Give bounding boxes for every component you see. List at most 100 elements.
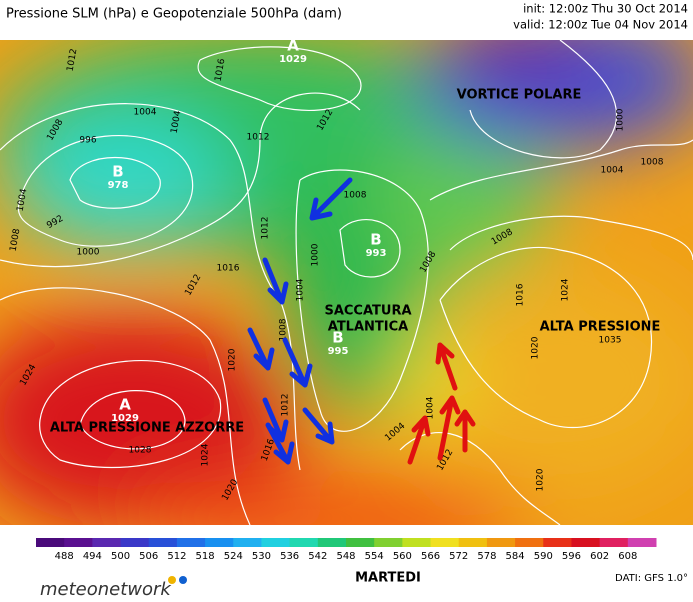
isobar-label: 1008 — [344, 191, 367, 201]
isobar-label: 1000 — [311, 243, 321, 266]
colorbar-tick-label: 512 — [167, 551, 186, 562]
colorbar-swatch — [205, 538, 234, 547]
colorbar-tick-label: 542 — [308, 551, 327, 562]
isobar-label: 1004 — [16, 188, 30, 213]
red-arrows — [407, 342, 476, 465]
logo-dot — [168, 576, 176, 584]
isobar — [79, 390, 186, 450]
logo-dot — [179, 576, 187, 584]
isobar-label: 1008 — [9, 228, 23, 253]
colorbar-tick-label: 548 — [336, 551, 355, 562]
colorbar-swatch — [176, 538, 206, 547]
center-letter: B — [112, 163, 123, 181]
region-label: ALTA PRESSIONE — [540, 320, 661, 335]
isobar — [449, 215, 693, 261]
isobar-label: 1004 — [134, 108, 157, 118]
isobar-label: 1004 — [170, 110, 184, 135]
colorbar-swatch — [430, 538, 460, 547]
colorbar-swatch — [599, 538, 629, 547]
isobar — [295, 169, 429, 432]
colorbar-swatch — [120, 538, 150, 547]
isobar — [69, 156, 161, 209]
isobar-label: 1012 — [247, 133, 270, 143]
isobar — [0, 103, 301, 471]
colorbar-tick-label: 518 — [196, 551, 215, 562]
isobar-label: 1012 — [261, 217, 271, 240]
colorbar-tick-label: 506 — [139, 551, 158, 562]
colorbar-tick-label: 494 — [83, 551, 102, 562]
center-letter: B — [332, 329, 343, 347]
isobar-label: 1028 — [129, 446, 152, 456]
init-time: init: 12:00z Thu 30 Oct 2014 — [523, 2, 688, 16]
colorbar-tick-label: 584 — [506, 551, 525, 562]
isobar-label: 1020 — [531, 336, 541, 359]
colorbar-swatch — [515, 538, 544, 547]
colorbar-swatch — [148, 538, 178, 547]
isobar — [439, 246, 652, 429]
isobar-label: 1016 — [217, 264, 240, 274]
colorbar-tick-label: 500 — [111, 551, 130, 562]
isobar-label: 1008 — [641, 158, 664, 168]
isobar — [17, 135, 194, 247]
colorbar-tick-label: 572 — [449, 551, 468, 562]
isobar-label: 1024 — [561, 278, 571, 301]
isobar-label: 1020 — [228, 348, 238, 371]
colorbar-swatch — [458, 538, 488, 547]
colorbar-swatch — [402, 538, 432, 547]
center-value: 978 — [108, 180, 129, 191]
colorbar-swatch — [233, 538, 262, 547]
isobar-label: 996 — [79, 136, 96, 146]
colorbar: 488 494 500 506 512 518 524 530 536 542 548 554 560 5… — [36, 538, 657, 562]
isobar-label: 1012 — [66, 48, 80, 72]
colorbar-swatch — [64, 538, 93, 547]
title: Pressione SLM (hPa) e Geopotenziale 500h… — [6, 7, 342, 22]
colorbar-tick-label: 596 — [562, 551, 581, 562]
isobar-label: 1024 — [201, 443, 211, 466]
center-letter: A — [119, 396, 131, 414]
colorbar-tick-label: 566 — [421, 551, 440, 562]
colorbar-tick-label: 524 — [224, 551, 243, 562]
colorbar-tick-label: 560 — [393, 551, 412, 562]
isobar-label: 1020 — [536, 468, 546, 491]
colorbar-swatch — [486, 538, 516, 547]
colorbar-swatch — [346, 538, 375, 547]
center-value: 995 — [328, 346, 349, 357]
isobar-label: 1016 — [516, 283, 526, 306]
colorbar-tick-label: 554 — [365, 551, 384, 562]
colorbar-swatch — [261, 538, 291, 547]
colorbar-tick-label: 608 — [618, 551, 637, 562]
map: 1012 1016 1008 996 1004 1004 1012 1012 1008 1004 9… — [0, 37, 693, 525]
isobar-label: 1000 — [77, 248, 100, 258]
isobar — [469, 40, 618, 159]
colorbar-tick-label: 590 — [534, 551, 553, 562]
blue-arrows — [247, 177, 353, 465]
isobar-label: 1000 — [616, 108, 626, 131]
valid-time: valid: 12:00z Tue 04 Nov 2014 — [513, 18, 688, 32]
isobar — [429, 139, 693, 201]
colorbar-swatch — [289, 538, 319, 547]
isobar-label: 1016 — [214, 58, 228, 83]
colorbar-swatch — [36, 538, 65, 547]
center-letter: A — [287, 37, 299, 55]
isobar-label: 1004 — [426, 396, 436, 419]
data-source: DATI: GFS 1.0° — [615, 573, 688, 584]
isobar-label: 1008 — [279, 318, 289, 341]
region-label: ATLANTICA — [328, 320, 408, 335]
colorbar-tick-label: 530 — [252, 551, 271, 562]
colorbar-swatch — [571, 538, 601, 547]
region-label: SACCATURA — [324, 304, 411, 319]
isobar — [39, 360, 222, 469]
colorbar-swatch — [543, 538, 572, 547]
isobar — [339, 219, 401, 278]
colorbar-swatch — [627, 538, 657, 547]
colorbar-tick-label: 602 — [590, 551, 609, 562]
region-label: ALTA PRESSIONE AZZORRE — [50, 421, 244, 436]
isobar-label: 1004 — [601, 166, 624, 176]
isobar-label: 1004 — [296, 278, 306, 301]
center-letter: B — [370, 231, 381, 249]
day-label: MARTEDI — [355, 571, 421, 586]
region-label: VORTICE POLARE — [457, 88, 582, 103]
isobar-label: 1012 — [281, 394, 291, 417]
colorbar-tick-label: 488 — [55, 551, 74, 562]
